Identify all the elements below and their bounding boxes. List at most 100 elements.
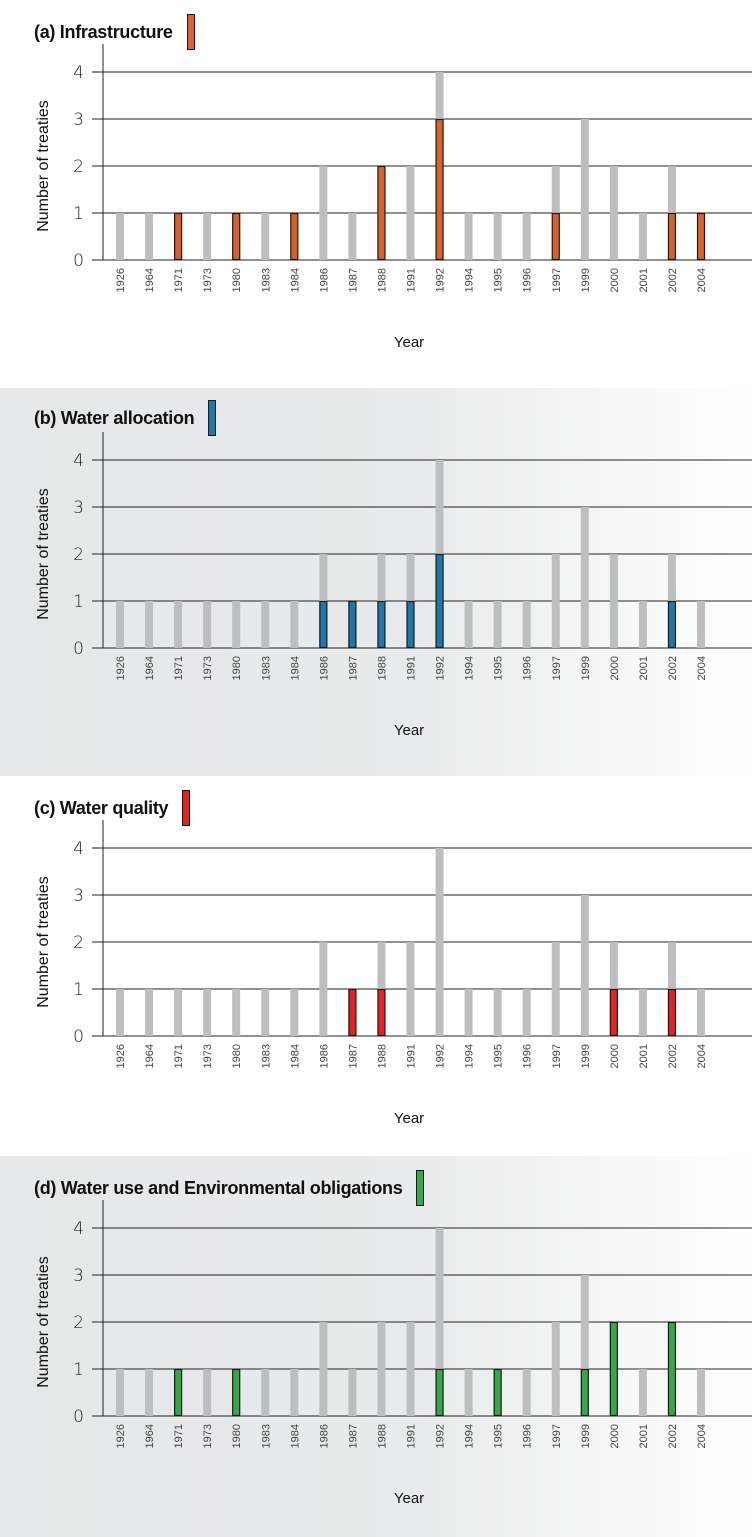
x-tick-label: 1986 [318, 1424, 330, 1448]
bar-highlight [348, 988, 357, 1037]
bar-total [319, 166, 328, 260]
bar-total [493, 213, 502, 260]
x-tick-label: 1984 [289, 1424, 301, 1448]
x-tick-label: 2002 [667, 1424, 679, 1448]
bar-total [290, 1369, 299, 1416]
panel-water-allocation: (b) Water allocation 0 1 2 3 4 Number of trea… [0, 388, 755, 776]
x-axis-label: Year [394, 1110, 424, 1127]
x-tick-label: 1997 [551, 268, 563, 292]
y-tick-label: 4 [73, 451, 84, 471]
panel-title: (d) Water use and Environmental obligati… [34, 1177, 403, 1198]
bar-total [348, 213, 357, 260]
x-tick-label: 1926 [115, 268, 127, 292]
bar-total [697, 601, 705, 648]
bar-highlight [551, 212, 560, 261]
bar-total [174, 989, 183, 1036]
x-tick-label: 1983 [260, 656, 272, 680]
bar-highlight [667, 1321, 677, 1417]
y-tick-label: 1 [73, 204, 84, 224]
bar-highlight [435, 118, 444, 261]
panel-water-quality: (c) Water quality 0 1 2 3 4 Number of treatie… [0, 776, 755, 1156]
bar-total [203, 1369, 212, 1416]
x-tick-label: 1973 [202, 268, 214, 292]
bar-highlight [609, 1321, 618, 1417]
x-tick-label: 1996 [522, 268, 534, 292]
x-tick-label: 1926 [115, 1424, 127, 1448]
x-tick-label: 1997 [551, 1044, 563, 1068]
x-tick-label: 1971 [173, 1044, 185, 1068]
bar-highlight [319, 600, 328, 649]
y-tick-label: 3 [73, 886, 84, 906]
bar-total [522, 213, 531, 260]
bar-total [609, 166, 618, 260]
x-axis-label: Year [394, 722, 424, 739]
x-tick-label: 1995 [493, 1044, 505, 1068]
x-tick-label: 1997 [551, 656, 563, 680]
y-tick-label: 2 [73, 933, 84, 953]
bar-total [406, 166, 415, 260]
bar-chart: 0 1 2 3 4 Number of treaties 1926 1964 1971 1973 1… [35, 44, 752, 351]
y-tick-label: 2 [73, 1313, 84, 1333]
bar-total [551, 554, 560, 648]
bar-total [551, 1322, 560, 1416]
x-tick-label: 1991 [406, 656, 418, 680]
bar-highlight [174, 212, 183, 261]
x-tick-label: 1999 [580, 656, 592, 680]
x-tick-label: 1988 [376, 656, 388, 680]
x-tick-label: 1991 [406, 1044, 418, 1068]
bar-highlight [377, 600, 386, 649]
panel-title-row: (b) Water allocation [34, 400, 217, 436]
legend-swatch [182, 790, 191, 826]
bar-total [290, 989, 299, 1036]
panel-title-row: (c) Water quality [34, 790, 191, 826]
x-tick-label: 1984 [289, 268, 301, 292]
x-tick-label: 1988 [376, 268, 388, 292]
bar-highlight [174, 1368, 183, 1417]
bar-total [232, 601, 241, 648]
bar-total [638, 1369, 647, 1416]
y-axis-label: Number of treaties [35, 876, 52, 1008]
bar-highlight [348, 600, 357, 649]
x-tick-label: 1986 [318, 656, 330, 680]
x-tick-label: 1987 [347, 1044, 359, 1068]
bar-total [261, 1369, 270, 1416]
bar-highlight [232, 1368, 241, 1417]
x-tick-label: 1988 [376, 1424, 388, 1448]
x-tick-label: 2000 [609, 1044, 621, 1068]
x-tick-label: 2004 [696, 1044, 708, 1068]
panel-title: (c) Water quality [34, 797, 169, 818]
x-tick-label: 1983 [260, 1424, 272, 1448]
x-tick-label: 1983 [260, 1044, 272, 1068]
panel-water-use-environmental: (d) Water use and Environmental obligati… [0, 1156, 755, 1537]
bar-total [145, 1369, 154, 1416]
bar-total [580, 895, 589, 1036]
bar-total [435, 848, 444, 1036]
x-tick-label: 1999 [580, 268, 592, 292]
bar-total [697, 1369, 705, 1416]
x-tick-label: 2004 [696, 268, 708, 292]
bar-total [493, 989, 502, 1036]
x-tick-label: 2001 [638, 268, 650, 292]
bar-total [261, 989, 270, 1036]
y-tick-label: 1 [73, 592, 84, 612]
x-tick-label: 1987 [347, 1424, 359, 1448]
panel-infrastructure: (a) Infrastructure 0 1 2 3 4 Number of treati… [0, 0, 755, 388]
y-tick-label: 0 [73, 1407, 84, 1427]
bar-highlight [232, 212, 241, 261]
bar-total [232, 989, 241, 1036]
bar-total [522, 989, 531, 1036]
x-tick-label: 1980 [231, 656, 243, 680]
x-tick-label: 1997 [551, 1424, 563, 1448]
x-tick-label: 2000 [609, 656, 621, 680]
x-tick-label: 1994 [464, 656, 476, 680]
x-tick-label: 1971 [173, 1424, 185, 1448]
panel-title-row: (d) Water use and Environmental obligati… [34, 1170, 425, 1206]
bar-total [580, 507, 589, 648]
y-tick-label: 3 [73, 110, 84, 130]
bar-highlight [667, 212, 677, 261]
bar-total [174, 601, 183, 648]
x-tick-label: 1984 [289, 656, 301, 680]
bar-total [464, 1369, 473, 1416]
bar-highlight [377, 988, 386, 1037]
x-tick-label: 1994 [464, 268, 476, 292]
